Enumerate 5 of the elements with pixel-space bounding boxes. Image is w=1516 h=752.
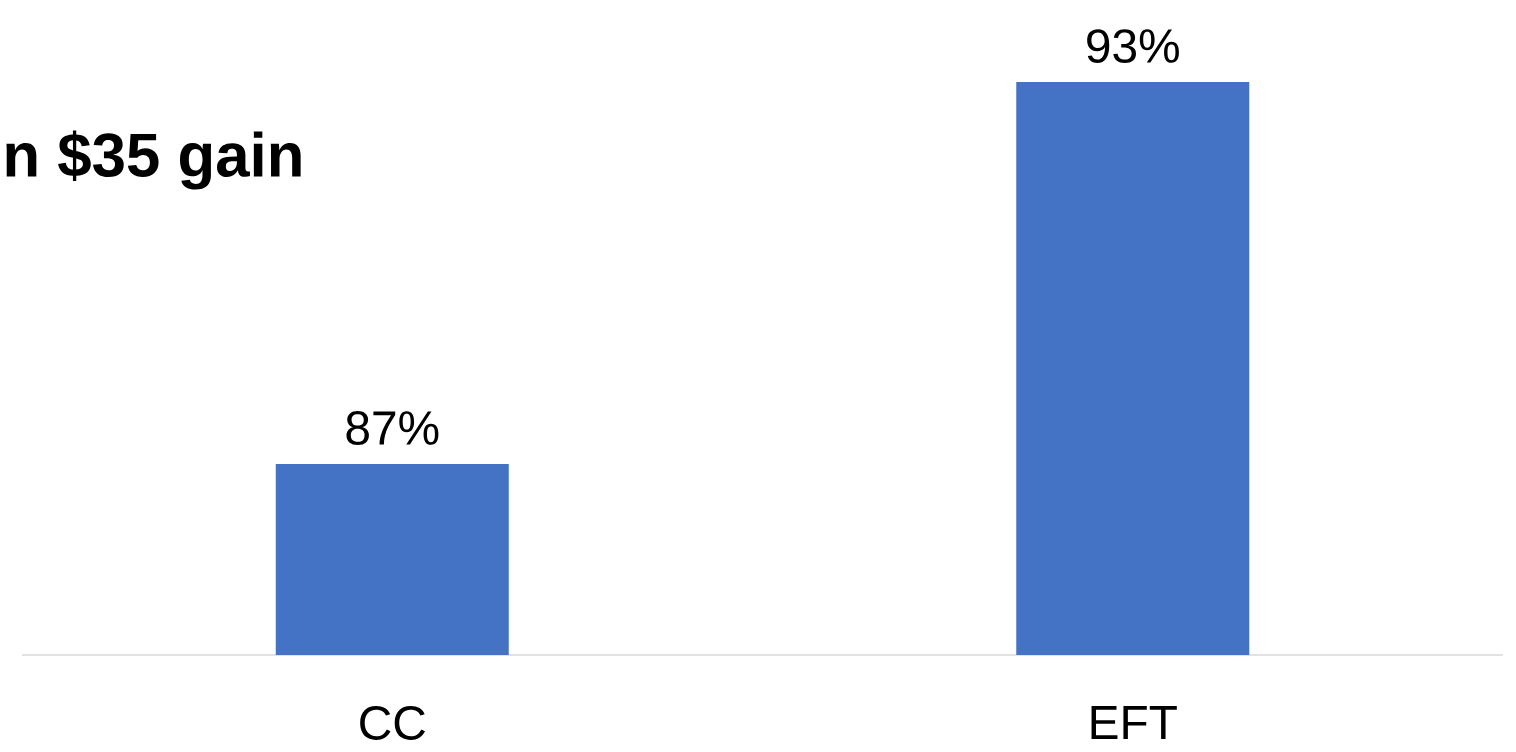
data-label: 93% [1087,29,1179,63]
text: n $35 gain [6,130,301,190]
x-tick-label: CC [360,706,425,740]
data-label: 87% [346,411,439,445]
x-tick-label: EFT [1091,706,1177,739]
